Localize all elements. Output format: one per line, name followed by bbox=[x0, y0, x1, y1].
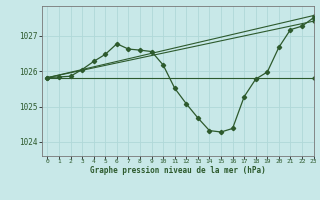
X-axis label: Graphe pression niveau de la mer (hPa): Graphe pression niveau de la mer (hPa) bbox=[90, 166, 266, 175]
